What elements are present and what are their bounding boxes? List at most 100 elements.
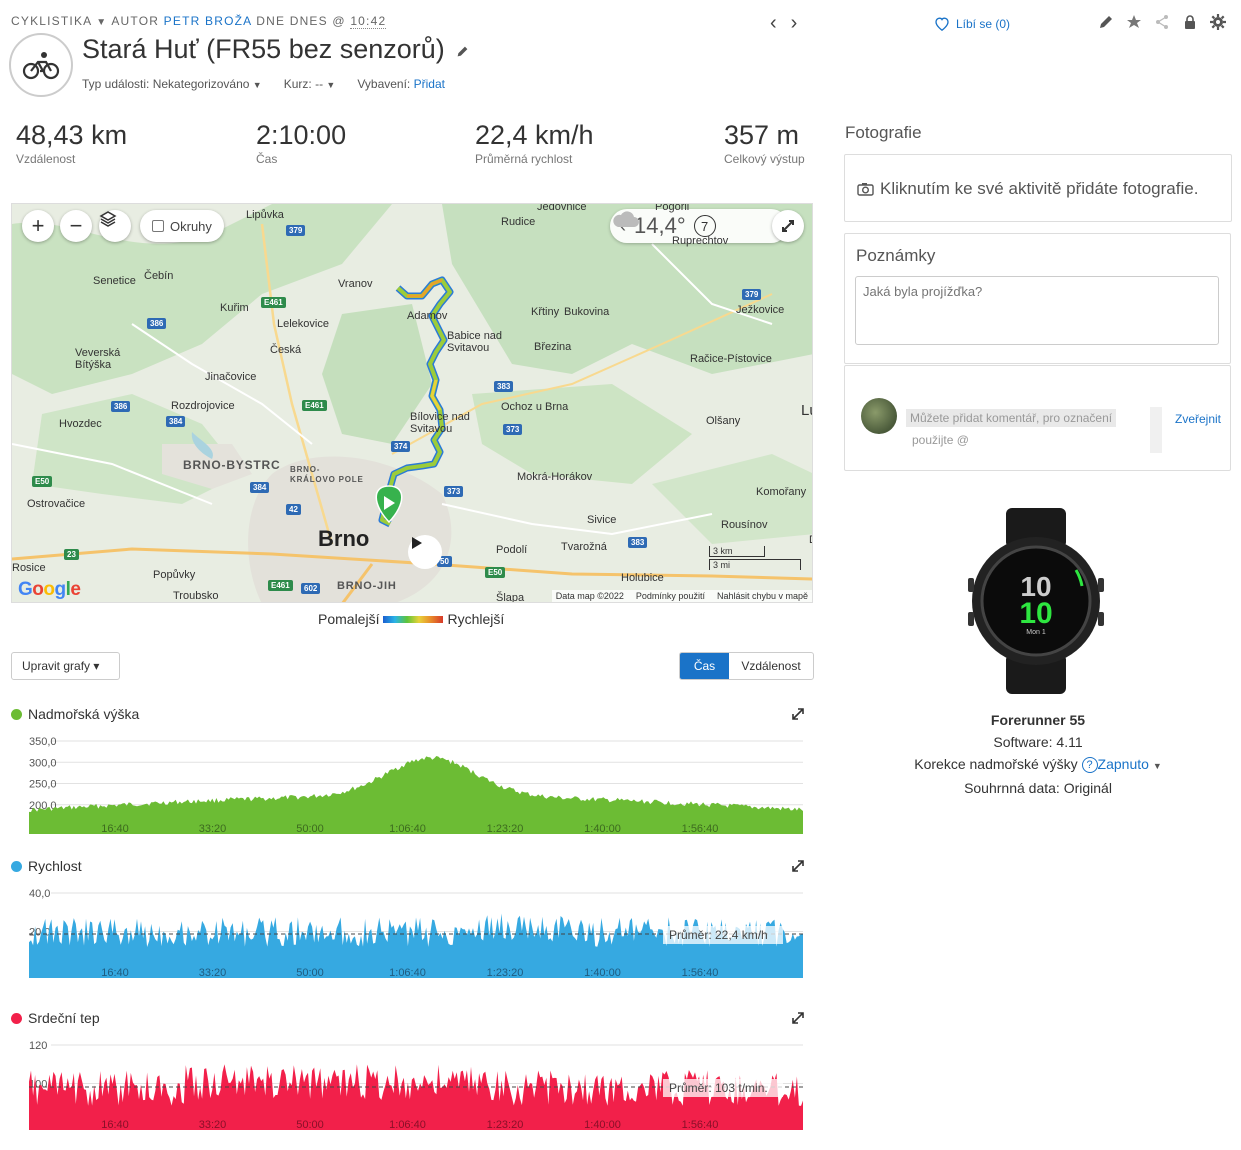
road-shield: 383 [628, 537, 648, 548]
comment-placeholder-line2: použijte @ [912, 433, 969, 447]
map-label: Senetice [93, 275, 136, 287]
expand-icon[interactable] [791, 707, 805, 721]
like-label: Líbí se (0) [956, 16, 1011, 31]
zoom-out-button[interactable]: − [60, 210, 92, 242]
chevron-left-icon[interactable]: ‹ [770, 12, 777, 34]
fullscreen-button[interactable] [772, 210, 804, 242]
road-shield: 384 [166, 416, 186, 427]
category-caret-icon[interactable]: ▼ [96, 17, 112, 28]
speed-chart[interactable]: 40,020,00,016:4033:2050:001:06:401:23:20… [11, 884, 805, 980]
activity-nav: ‹ › [770, 12, 797, 35]
road-shield: 384 [250, 482, 270, 493]
map-label: Lelekovice [277, 318, 329, 330]
event-type[interactable]: Typ události: Nekategorizováno ▼ [82, 77, 262, 91]
elevation-chart[interactable]: 350,0300,0250,0200,0150,016:4033:2050:00… [11, 732, 805, 836]
map-label: Kuřim [220, 302, 249, 314]
pencil-icon[interactable] [1098, 14, 1114, 30]
map-label: Lu [801, 402, 812, 419]
layers-button[interactable] [99, 210, 131, 242]
event-type-label: Typ události: [82, 77, 150, 91]
stat-label: Celkový výstup [724, 152, 805, 166]
forerunner-watch-image: 10 10 Mon 1 [968, 508, 1104, 694]
x-tick-label: 1:40:00 [584, 1119, 621, 1131]
play-route-button[interactable] [408, 535, 442, 569]
edit-graphs-button[interactable]: Upravit grafy ▾ [11, 652, 120, 680]
map-report-link[interactable]: Nahlásit chybu v mapě [716, 591, 808, 601]
map-label: Holubice [621, 572, 664, 584]
lock-icon[interactable] [1182, 14, 1198, 30]
y-tick-label: 120 [29, 1040, 47, 1052]
hr-chart[interactable]: 1201008016:4033:2050:001:06:401:23:201:4… [11, 1036, 805, 1132]
map-label: Ostrovačice [27, 498, 86, 510]
road-shield: 42 [286, 504, 301, 515]
x-tick-label: 50:00 [296, 967, 324, 979]
x-tick-label: 33:20 [199, 967, 227, 979]
date-prefix: DNE DNES @ [256, 14, 346, 28]
bicycle-icon [22, 52, 60, 80]
elevation-correction-value[interactable]: Zapnuto [1097, 756, 1149, 772]
activity-title[interactable]: Stará Huť (FR55 bez senzorů) [82, 34, 445, 64]
summary-data: Souhrnná data: Originál [964, 780, 1112, 796]
circuits-toggle[interactable]: Okruhy [140, 210, 224, 242]
device-software: Software: 4.11 [993, 734, 1083, 750]
map-label: Sivice [587, 514, 617, 526]
weather-widget[interactable]: ‹ 14,4° 7 [610, 209, 788, 243]
activity-meta: Typ události: Nekategorizováno ▼ Kurz: -… [82, 77, 445, 91]
elevation-dot [11, 708, 22, 720]
stat-value: 2:10:00 [256, 120, 347, 150]
caret-down-icon[interactable]: ▼ [1152, 761, 1162, 771]
share-icon[interactable] [1154, 14, 1170, 30]
activity-time[interactable]: 10:42 [350, 14, 387, 29]
map-label: Adamov [407, 310, 448, 322]
add-photos-link[interactable]: Kliknutím ke své aktivitě přidáte fotogr… [857, 179, 1198, 199]
road-shield: 602 [301, 583, 321, 594]
time-axis-button[interactable]: Čas [680, 653, 729, 679]
road-shield: E461 [302, 400, 327, 411]
notes-input[interactable] [855, 276, 1219, 345]
map-label: Popůvky [153, 569, 196, 581]
wind-indicator: 7 [693, 215, 716, 237]
expand-icon[interactable] [791, 859, 805, 873]
stat-label: Vzdálenost [16, 152, 76, 166]
speed-title: Rychlost [28, 858, 82, 874]
road-shield: 23 [64, 549, 79, 560]
elevation-correction: Korekce nadmořské výšky ? Zapnuto ▼ [845, 753, 1231, 777]
hr-area [29, 1064, 803, 1130]
distance-axis-button[interactable]: Vzdálenost [741, 659, 801, 673]
map-label: Ochoz u Brna [501, 401, 569, 413]
camera-icon [857, 183, 874, 196]
x-tick-label: 1:40:00 [584, 967, 621, 979]
stat-time: 2:10:00 Čas [256, 120, 346, 166]
gear-icon[interactable] [1210, 14, 1226, 30]
comment-placeholder-line1: Můžete přidat komentář, pro označení [906, 409, 1117, 427]
comment-input[interactable]: Můžete přidat komentář, pro označení pou… [906, 407, 1164, 453]
map-label: Česká [270, 344, 302, 356]
map-label: Veverská Bítýška [75, 347, 121, 371]
map-label: Račice-Pístovice [690, 353, 772, 365]
course[interactable]: Kurz: -- ▼ [284, 77, 336, 91]
like-button[interactable]: Líbí se (0) [934, 16, 1010, 31]
edit-title-icon[interactable] [456, 45, 469, 58]
map-label: BRNO-JIH [337, 580, 397, 592]
y-tick-label: 100 [29, 1079, 47, 1091]
activity-category[interactable]: CYKLISTIKA [11, 14, 92, 28]
author-link[interactable]: PETR BROŽA [163, 14, 252, 28]
expand-icon[interactable] [791, 1011, 805, 1025]
comment-scrollbar[interactable] [1150, 407, 1162, 453]
gear-add-link[interactable]: Přidat [413, 77, 445, 91]
star-icon[interactable] [1126, 14, 1142, 30]
map-scale: 3 km 3 mi [709, 546, 801, 570]
help-icon[interactable]: ? [1081, 757, 1098, 774]
chevron-right-icon[interactable]: › [790, 12, 798, 34]
map-terms-link[interactable]: Podmínky použití [635, 591, 705, 601]
circuits-checkbox[interactable] [152, 220, 164, 232]
map-label: Bílovice nad Svitavou [410, 411, 470, 435]
zoom-in-button[interactable]: + [22, 210, 54, 242]
speed-area [29, 913, 803, 978]
route-map[interactable]: + − Okruhy ‹ 14,4° 7 Jedovnice Pogorli L… [11, 203, 813, 603]
map-label: Brno [318, 526, 370, 551]
map-label: Ježkovice [736, 304, 785, 316]
publish-button[interactable]: Zveřejnit [1175, 412, 1222, 426]
elevation-correction-label: Korekce nadmořské výšky [914, 756, 1078, 772]
axis-toggle: Čas Vzdálenost [679, 652, 814, 680]
